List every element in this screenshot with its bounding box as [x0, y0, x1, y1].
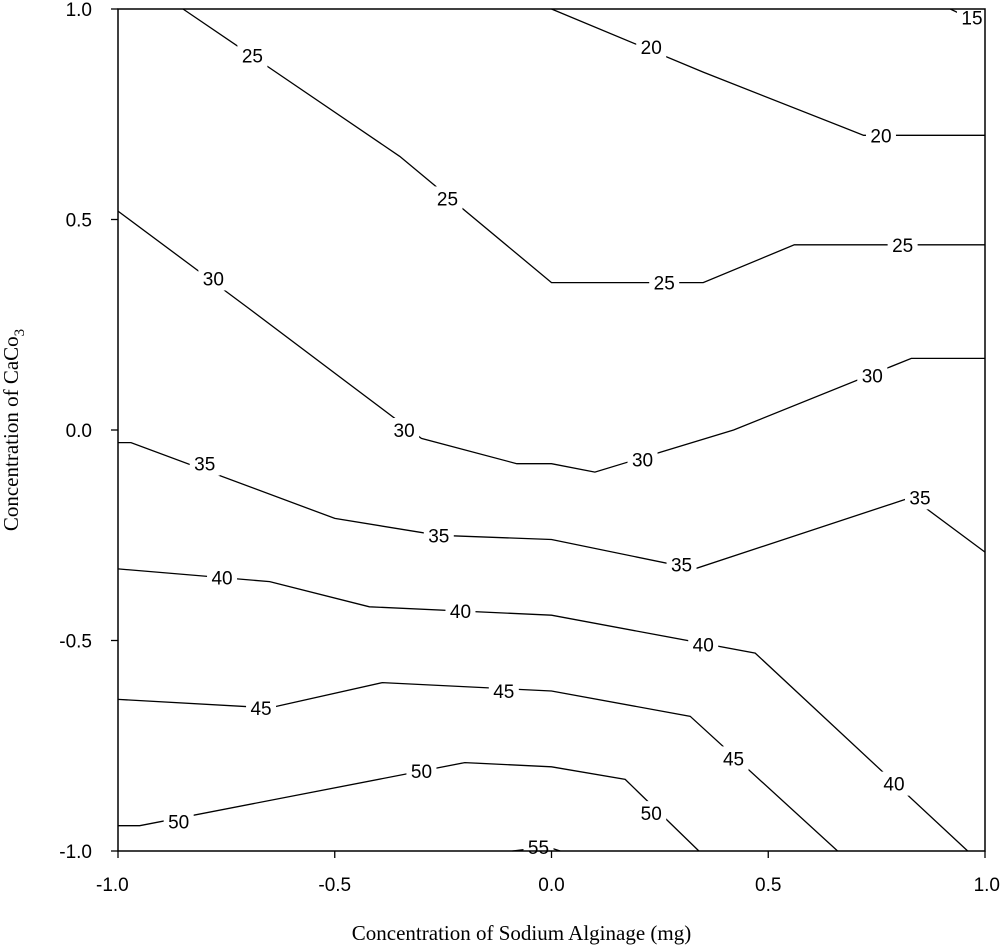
- x-tick-label: -0.5: [318, 875, 351, 896]
- plot-frame: [117, 8, 986, 852]
- contour-label-25: 25: [654, 274, 675, 295]
- x-tick-label: -1.0: [96, 875, 129, 896]
- x-tick-label: 0.0: [538, 875, 564, 896]
- contour-label-bg: [636, 801, 667, 826]
- contour-label-bg: [488, 679, 519, 704]
- x-axis-title: Concentration of Sodium Alginage (mg): [352, 921, 691, 945]
- y-tick-label: 0.0: [66, 421, 92, 442]
- contour-line-30: [117, 210, 985, 473]
- contour-label-bg: [423, 523, 454, 548]
- contour-label-50: 50: [641, 804, 662, 825]
- contour-line-50: [118, 761, 700, 852]
- contour-label-bg: [237, 43, 268, 68]
- y-tick-label: -0.5: [59, 632, 92, 653]
- contour-label-35: 35: [428, 526, 449, 547]
- contour-label-55: 55: [528, 838, 549, 859]
- contour-label-bg: [887, 232, 918, 257]
- y-tick-label: -1.0: [59, 842, 92, 863]
- contour-label-bg: [636, 34, 667, 59]
- contour-label-bg: [246, 695, 277, 720]
- x-tick-label: 1.0: [974, 875, 1000, 896]
- contour-lines: [117, 8, 986, 852]
- x-tick-label: 0.5: [755, 875, 781, 896]
- contour-label-bg: [857, 363, 888, 388]
- contour-line-20: [551, 8, 985, 136]
- contour-label-bg: [878, 771, 909, 796]
- contour-label-bg: [389, 418, 420, 442]
- contour-label-30: 30: [632, 450, 653, 471]
- contour-label-40: 40: [883, 775, 904, 796]
- contour-label-30: 30: [862, 366, 883, 387]
- contour-label-40: 40: [211, 568, 232, 589]
- y-axis-title-subscript: 3: [12, 329, 28, 337]
- contour-label-25: 25: [437, 189, 458, 210]
- y-axis-ticks: -1.0 -0.5 0.0 0.5 1.0: [59, 0, 118, 863]
- contour-label-45: 45: [493, 682, 514, 703]
- contour-label-45: 45: [723, 749, 744, 770]
- contour-line-25: [182, 8, 985, 284]
- contour-line-35: [118, 441, 986, 570]
- contour-labels: 15 20 20 25 25 25 25 30 30 30 30 35 35 35 35 40 40 40 40 45…: [163, 5, 987, 859]
- contour-line-40: [117, 568, 969, 852]
- contour-label-30: 30: [394, 421, 415, 442]
- contour-label-bg: [163, 809, 194, 834]
- contour-label-bg: [649, 270, 680, 295]
- contour-label-50: 50: [411, 762, 432, 783]
- contour-label-bg: [865, 123, 896, 148]
- contour-label-40: 40: [693, 636, 714, 657]
- contour-label-bg: [904, 485, 935, 510]
- contour-label-45: 45: [250, 699, 271, 720]
- contour-label-bg: [406, 759, 437, 784]
- contour-label-bg: [666, 552, 697, 577]
- y-tick-label: 0.5: [66, 211, 92, 232]
- contour-label-bg: [445, 599, 476, 624]
- y-axis-title: Concentration of CaCo3: [0, 329, 28, 531]
- contour-label-bg: [627, 447, 658, 472]
- contour-label-50: 50: [168, 813, 189, 834]
- contour-label-bg: [198, 266, 229, 291]
- contour-label-bg: [432, 186, 463, 211]
- contour-line-45: [117, 681, 839, 852]
- contour-label-40: 40: [450, 602, 471, 623]
- contour-label-25: 25: [892, 236, 913, 257]
- contour-label-35: 35: [909, 488, 930, 509]
- contour-label-15: 15: [961, 8, 982, 29]
- contour-label-30: 30: [203, 269, 224, 290]
- contour-label-bg: [523, 834, 554, 859]
- contour-label-bg: [688, 632, 719, 657]
- x-axis-ticks: -1.0 -0.5 0.0 0.5 1.0: [96, 851, 1000, 896]
- contour-label-35: 35: [194, 455, 215, 476]
- y-tick-label: 1.0: [66, 0, 92, 21]
- contour-label-bg: [189, 451, 220, 476]
- contour-label-20: 20: [641, 38, 662, 59]
- contour-label-bg: [207, 565, 238, 590]
- y-axis-title-main: Concentration of CaCo: [0, 336, 23, 531]
- contour-label-25: 25: [242, 46, 263, 67]
- contour-label-35: 35: [671, 556, 692, 577]
- contour-label-bg: [718, 746, 749, 771]
- contour-label-20: 20: [870, 126, 891, 147]
